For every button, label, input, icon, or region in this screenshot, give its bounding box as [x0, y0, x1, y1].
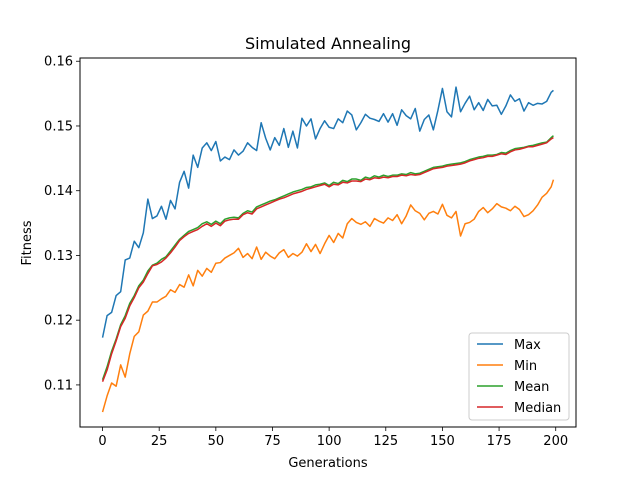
series-layer — [101, 86, 555, 413]
x-tick-label: 175 — [487, 434, 512, 449]
chart-title: Simulated Annealing — [245, 34, 411, 53]
legend-label-min: Min — [514, 359, 537, 374]
series-line-min — [101, 179, 555, 413]
y-tick-label: 0.12 — [44, 314, 73, 329]
series-line-max — [101, 86, 554, 338]
y-axis-label: Fitness — [20, 220, 35, 265]
legend-label-median: Median — [514, 401, 561, 416]
x-axis: 0 25 50 75 100 125 150 175 200 — [98, 427, 568, 449]
x-tick-label: 200 — [543, 434, 568, 449]
y-axis: 0.11 0.12 0.13 0.14 0.15 0.16 — [44, 55, 80, 393]
x-axis-label: Generations — [288, 456, 368, 471]
y-tick-label: 0.15 — [44, 119, 73, 134]
series-line-mean — [101, 135, 554, 380]
legend: Max Min Mean Median — [468, 332, 570, 421]
x-tick-label: 125 — [373, 434, 398, 449]
x-tick-label: 50 — [208, 434, 225, 449]
x-tick-label: 75 — [264, 434, 281, 449]
x-tick-label: 0 — [98, 434, 106, 449]
x-tick-label: 100 — [317, 434, 342, 449]
y-tick-label: 0.14 — [44, 184, 73, 199]
legend-label-mean: Mean — [514, 380, 549, 395]
x-tick-label: 150 — [430, 434, 455, 449]
y-tick-label: 0.13 — [44, 249, 73, 264]
x-tick-label: 25 — [151, 434, 168, 449]
y-tick-label: 0.11 — [44, 378, 73, 393]
legend-label-max: Max — [514, 338, 541, 353]
y-tick-label: 0.16 — [44, 55, 73, 70]
legend-box — [468, 332, 570, 421]
plot-frame — [79, 57, 577, 428]
series-line-median — [101, 136, 554, 382]
